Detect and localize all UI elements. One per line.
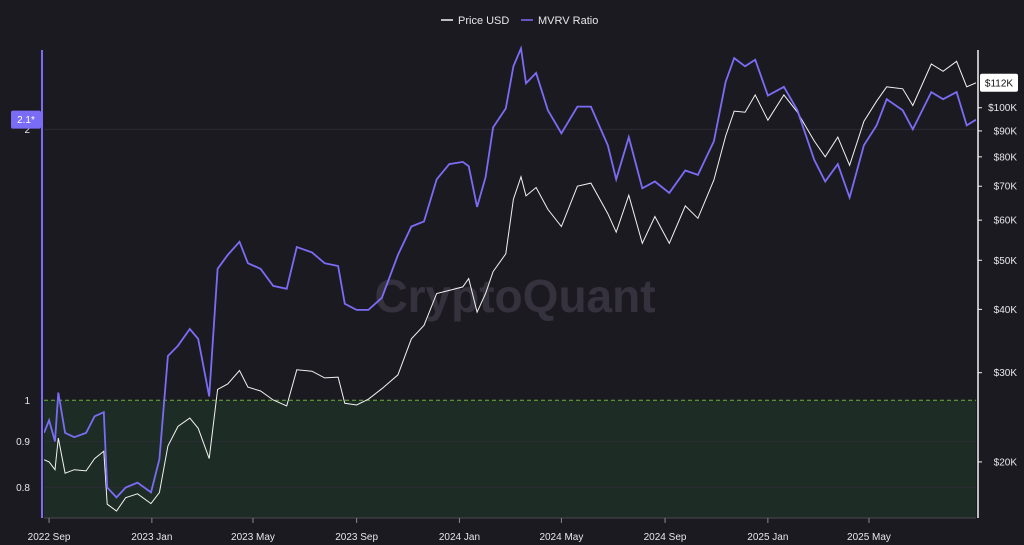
right-tick-label: $60K bbox=[994, 216, 1018, 227]
x-tick-label: 2025 Jan bbox=[747, 532, 788, 543]
legend-label-price: Price USD bbox=[458, 15, 509, 27]
right-tick-label: $40K bbox=[994, 305, 1018, 316]
right-tick-label: $70K bbox=[994, 182, 1018, 193]
mvrv-badge-text: 2.1* bbox=[17, 115, 35, 126]
legend: Price USD MVRV Ratio bbox=[441, 15, 598, 27]
right-axis-ticks: $20K $30K $40K $50K $60K $70K $80K $90K $100K bbox=[978, 103, 1017, 468]
left-tick-label: 2 bbox=[24, 125, 30, 136]
x-tick-label: 2024 Jan bbox=[439, 532, 480, 543]
watermark: CryptoQuant bbox=[374, 270, 655, 322]
right-tick-label: $50K bbox=[994, 256, 1018, 267]
price-current-badge: $112K bbox=[980, 73, 1018, 92]
mvrv-current-badge: 2.1* bbox=[11, 110, 41, 129]
left-axis-ticks: 0.8 0.9 1 2 bbox=[16, 125, 30, 494]
x-tick-label: 2024 May bbox=[539, 532, 583, 543]
price-badge-bg bbox=[980, 73, 1018, 92]
right-tick-label: $90K bbox=[994, 126, 1018, 137]
x-tick-label: 2023 Jan bbox=[131, 532, 172, 543]
x-tick-label: 2025 May bbox=[847, 532, 891, 543]
right-tick-label: $80K bbox=[994, 152, 1018, 163]
left-tick-label: 1 bbox=[24, 396, 30, 407]
legend-item-mvrv[interactable]: MVRV Ratio bbox=[521, 15, 598, 27]
price-badge-text: $112K bbox=[985, 78, 1014, 89]
right-tick-label: $100K bbox=[988, 103, 1017, 114]
legend-label-mvrv: MVRV Ratio bbox=[538, 15, 598, 27]
grid-lines bbox=[44, 128, 976, 489]
x-tick-label: 2022 Sep bbox=[28, 532, 71, 543]
x-tick-label: 2024 Sep bbox=[644, 532, 687, 543]
mvrv-badge-bg bbox=[11, 110, 41, 129]
right-tick-label: $30K bbox=[994, 368, 1018, 379]
x-tick-label: 2023 May bbox=[231, 532, 275, 543]
left-tick-label: 0.8 bbox=[16, 483, 30, 494]
series-line-mvrv bbox=[44, 45, 976, 499]
x-axis-ticks: 2022 Sep 2023 Jan 2023 May 2023 Sep 2024 Jan… bbox=[28, 518, 891, 543]
undervalued-zone bbox=[44, 400, 976, 518]
right-tick-label: $20K bbox=[994, 457, 1018, 468]
left-tick-label: 0.9 bbox=[16, 437, 30, 448]
legend-item-price[interactable]: Price USD bbox=[441, 15, 509, 27]
x-tick-label: 2023 Sep bbox=[335, 532, 378, 543]
